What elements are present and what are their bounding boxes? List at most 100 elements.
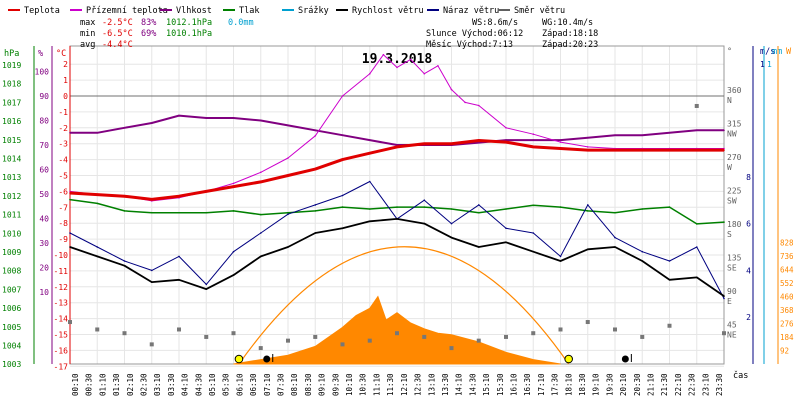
unit-pct: %	[38, 49, 43, 59]
ground-temperature-point	[409, 58, 412, 61]
solar-tick-label: 552	[780, 279, 794, 288]
pressure-point	[505, 208, 507, 210]
pressure-tick-label: 1019	[2, 61, 21, 70]
time-tick-label: 17:30	[551, 373, 560, 396]
wind-gust-point	[178, 255, 180, 258]
wind-speed-point	[178, 279, 180, 281]
humidity-point	[205, 117, 208, 119]
humidity-tick-label: 50	[39, 190, 49, 199]
series-lines	[69, 53, 725, 300]
temperature-point	[314, 168, 317, 170]
legend-label: Vlhkost	[176, 6, 212, 16]
humidity-tick-label: 90	[39, 92, 49, 101]
time-tick-label: 13:30	[441, 373, 450, 396]
temperature-point	[559, 147, 562, 150]
unit-mm: mm	[772, 47, 782, 57]
time-tick-label: 15:10	[482, 373, 491, 396]
stat-min-press: 1010.1hPa	[166, 29, 212, 39]
axis-unit-headers: hPa % °C ° m/s mm W čas	[4, 47, 792, 381]
wind-dir-compass-label: NE	[727, 330, 737, 339]
legend-label: Přízemní teplota	[86, 6, 168, 16]
humidity-point	[587, 136, 589, 139]
pressure-tick-label: 1016	[2, 117, 21, 126]
wind-dir-degree-label: 270	[727, 153, 742, 162]
stat-max-hum: 83%	[141, 18, 156, 28]
unit-deg: °	[727, 47, 732, 57]
wind-direction-point	[149, 342, 154, 347]
time-tick-label: 11:10	[372, 373, 381, 396]
time-tick-label: 17:10	[537, 373, 546, 396]
time-tick-label: 20:30	[633, 373, 642, 396]
temperature-point	[587, 149, 589, 151]
pressure-tick-label: 1011	[2, 211, 21, 220]
pressure-point	[178, 211, 180, 214]
pressure-point	[96, 202, 99, 205]
solar-tick-label: 276	[780, 320, 794, 329]
wind-speed-point	[314, 232, 317, 234]
temperature-tick-label: -4	[58, 156, 68, 165]
time-tick-label: 13:10	[427, 373, 436, 396]
wind-speed-point	[668, 279, 671, 281]
wind-dir-compass-label: SW	[727, 196, 737, 205]
wind-speed-tick-label: 6	[746, 220, 751, 229]
time-tick-label: 02:30	[140, 373, 149, 396]
info-moon-rise: Měsíc Východ:7:13	[426, 40, 513, 50]
wind-speed-point	[151, 281, 153, 283]
ground-temperature-point	[478, 104, 480, 107]
pressure-tick-label: 1006	[2, 304, 21, 313]
temperature-tick-label: -16	[54, 346, 69, 355]
stat-avg-temp: -4.4°C	[102, 40, 133, 50]
pressure-tick-label: 1009	[2, 248, 21, 257]
wind-speed-tick-label: 2	[746, 313, 751, 322]
wind-direction-point	[694, 103, 699, 108]
ground-temperature-point	[423, 72, 426, 75]
stat-min-hum: 69%	[141, 29, 156, 39]
info-block: WS:8.6m/s WG:10.4m/s Slunce Východ:06:12…	[426, 18, 598, 50]
wind-dir-compass-label: SE	[727, 263, 737, 272]
humidity-tick-label: 70	[39, 141, 49, 150]
pressure-point	[396, 206, 398, 208]
stat-rain: 0.0mm	[228, 18, 254, 28]
time-tick-label: 06:10	[235, 373, 244, 396]
pressure-tick-label: 1014	[2, 155, 21, 164]
humidity-tick-label: 100	[35, 68, 50, 77]
temperature-tick-label: -6	[58, 187, 68, 196]
temperature-tick-label: 1	[63, 76, 68, 85]
wind-speed-point	[369, 220, 371, 223]
wind-gust-point	[232, 250, 235, 253]
pressure-tick-label: 1010	[2, 229, 21, 238]
stat-min-label: min	[80, 29, 95, 39]
time-tick-label: 16:30	[523, 373, 532, 396]
humidity-tick-label: 40	[39, 215, 49, 224]
ground-temperature-point	[464, 101, 466, 104]
temperature-tick-label: -12	[54, 283, 69, 292]
pressure-point	[668, 206, 671, 208]
wind-dir-compass-label: E	[727, 297, 732, 306]
stat-max-temp: -2.5°C	[102, 18, 133, 28]
ground-temperature-point	[437, 65, 439, 67]
time-tick-label: 14:10	[455, 373, 464, 396]
time-tick-label: 18:30	[578, 373, 587, 396]
chart-title: 19.3.2018	[362, 52, 433, 67]
temperature-point	[205, 190, 208, 193]
ground-temperature-point	[587, 146, 589, 148]
wind-gust-point	[450, 222, 453, 225]
wind-dir-degree-label: 45	[727, 320, 737, 329]
time-axis: 00:10 00:30 01:10 01:30 02:10 02:30 03:10 03:30…	[71, 373, 724, 396]
unit-degc: °C	[56, 49, 66, 59]
wind-speed-point	[696, 276, 698, 279]
wind-direction-point	[177, 327, 181, 332]
wind-gust-point	[559, 255, 562, 258]
legend-label: Rychlost větru	[352, 6, 424, 16]
time-tick-label: 12:30	[414, 373, 423, 396]
pressure-tick-label: 1004	[2, 342, 21, 351]
humidity-point	[287, 124, 289, 127]
legend-label: Tlak	[239, 6, 259, 16]
stats-block: max -2.5°C 83% 1012.1hPa 0.0mm min -6.5°…	[80, 18, 254, 50]
wind-gust-point	[614, 236, 616, 239]
humidity-tick-label: 20	[39, 264, 49, 273]
wind-dir-compass-label: W	[727, 163, 732, 172]
time-tick-label: 21:30	[660, 373, 669, 396]
wind-speed-point	[478, 246, 480, 248]
info-moon-set: Západ:20:23	[542, 40, 598, 50]
